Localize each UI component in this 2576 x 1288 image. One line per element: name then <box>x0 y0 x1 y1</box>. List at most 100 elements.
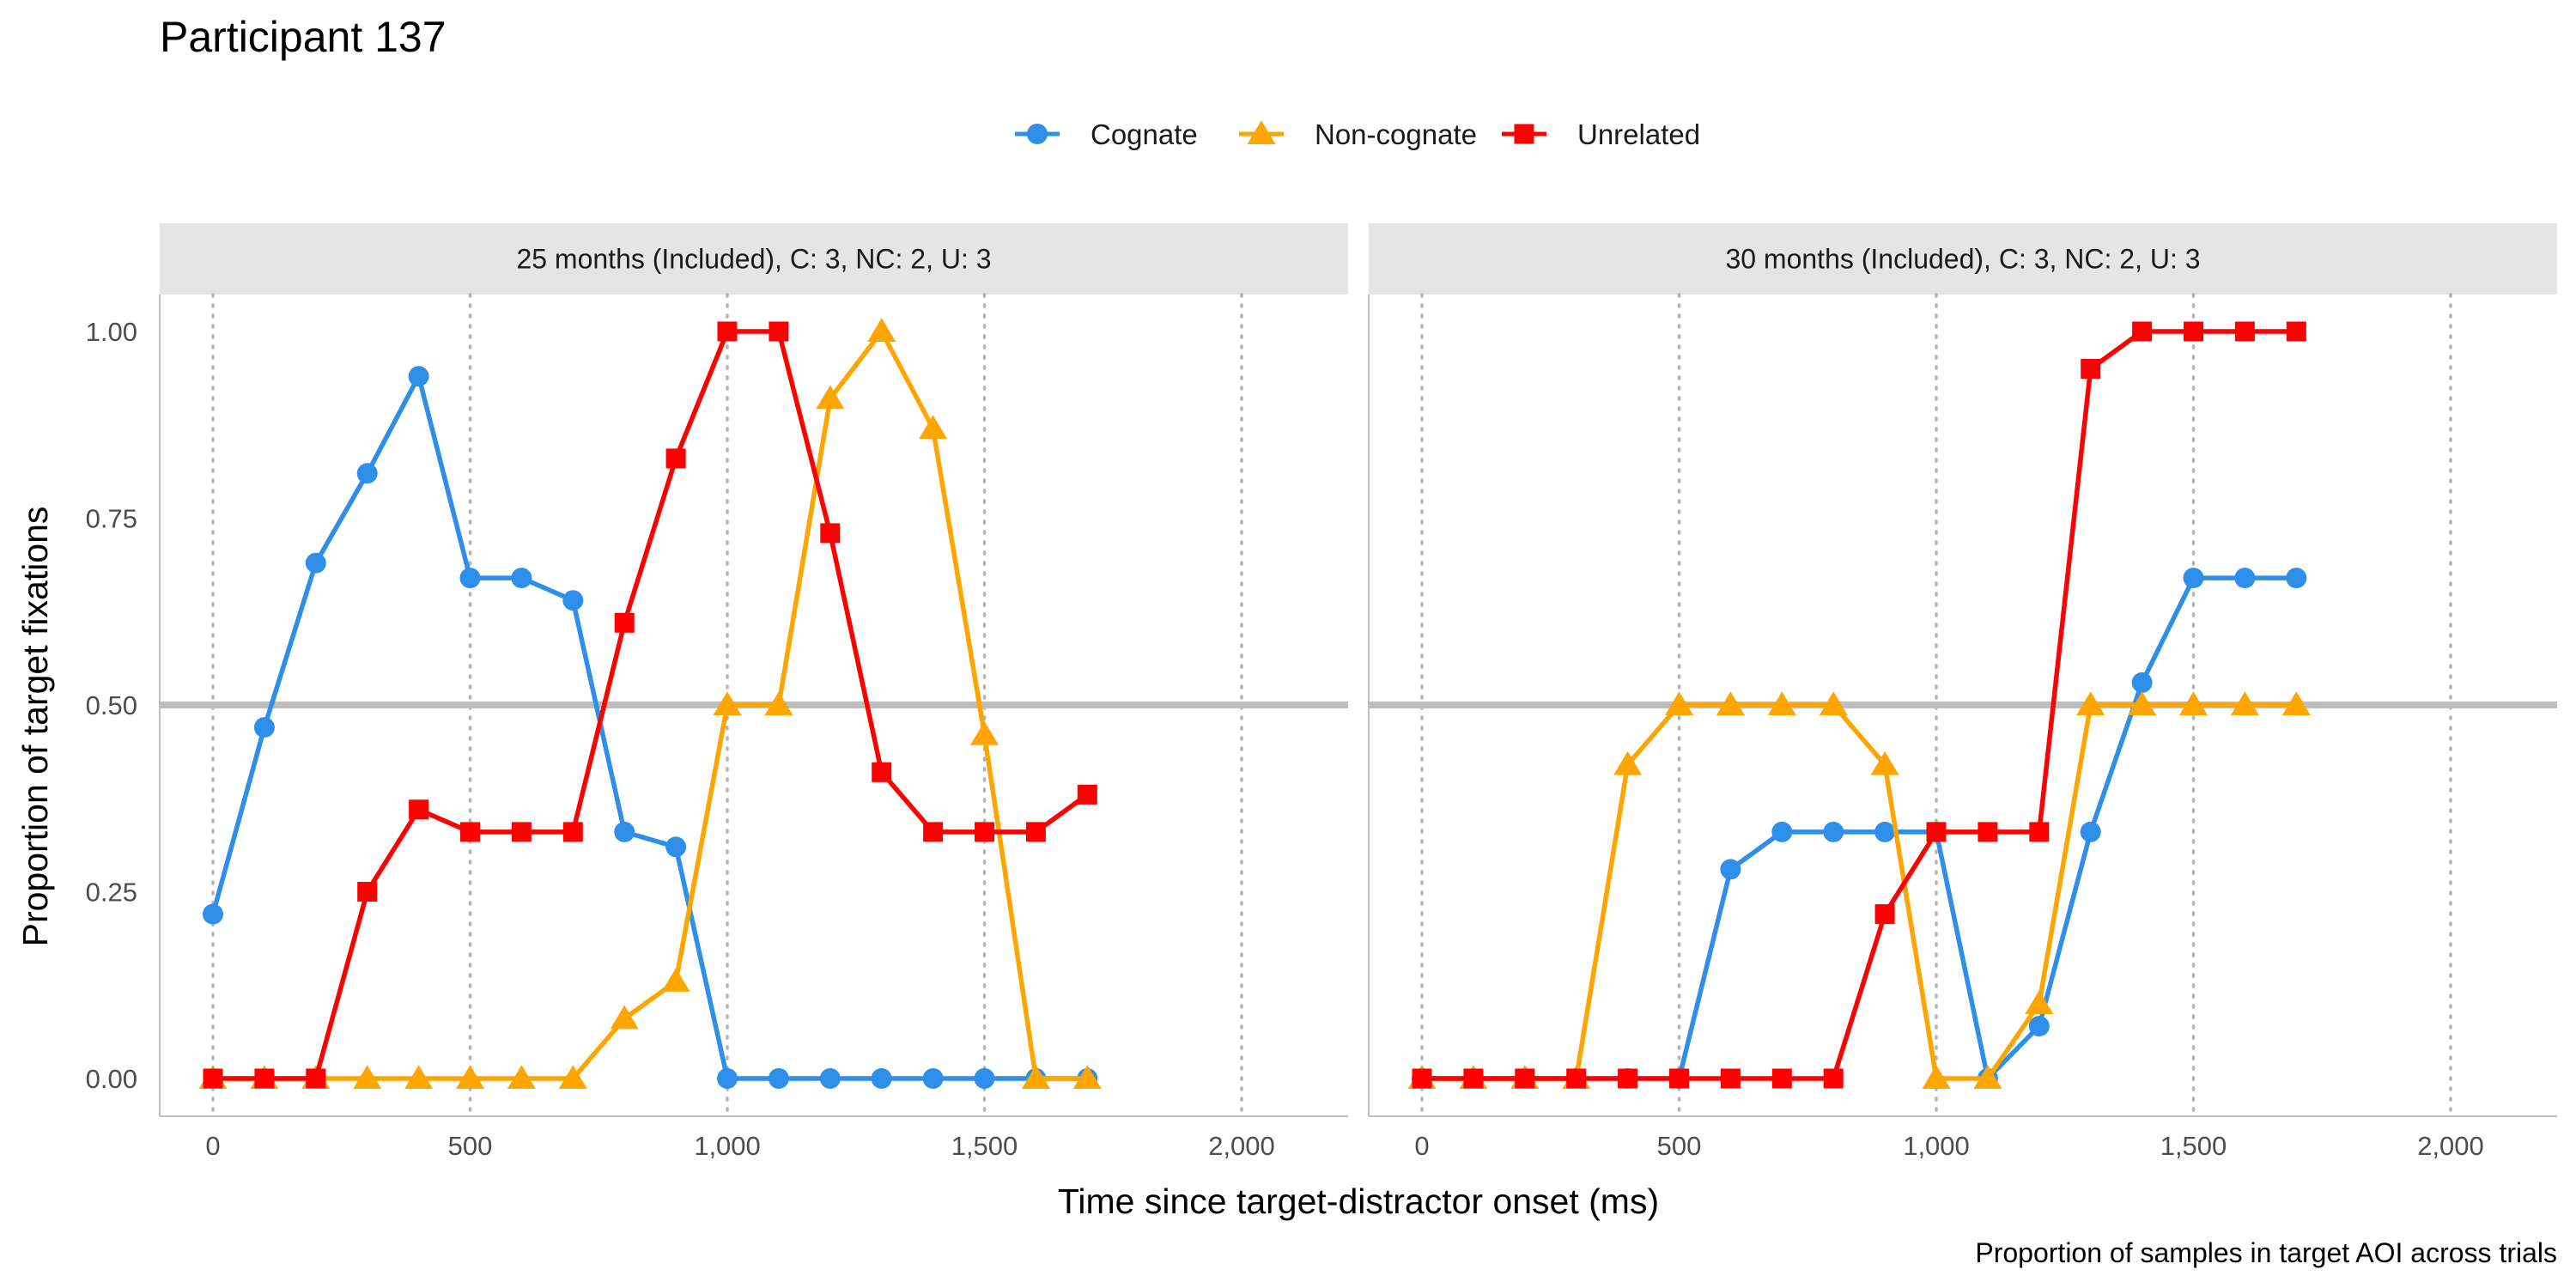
data-point <box>2234 321 2255 342</box>
data-point <box>562 822 583 842</box>
data-point <box>2179 691 2208 715</box>
data-point <box>1771 821 1793 842</box>
data-point <box>356 463 378 484</box>
data-point <box>919 415 948 440</box>
data-point <box>1613 750 1643 775</box>
data-point <box>1716 691 1745 715</box>
panel-1: 25 months (Included), C: 3, NC: 2, U: 3 0… <box>86 223 1348 1161</box>
legend-item-unrelated: Unrelated <box>1502 118 1700 150</box>
legend-label: Cognate <box>1091 118 1198 150</box>
data-point <box>306 1068 326 1089</box>
data-point <box>614 612 635 633</box>
y-axis-title: Proportion of target fixations <box>15 507 55 947</box>
data-point <box>353 1065 382 1089</box>
data-point <box>1870 750 1899 775</box>
series-unrelated <box>203 321 1097 1089</box>
x-tick-label: 500 <box>1657 1131 1702 1161</box>
panel-strip <box>1369 223 2557 295</box>
chart-caption: Proportion of samples in target AOI acro… <box>1975 1237 2557 1268</box>
data-point <box>459 568 481 589</box>
data-point <box>2128 691 2157 715</box>
data-point <box>717 321 738 342</box>
data-point <box>2025 990 2054 1014</box>
y-tick-label: 1.00 <box>86 317 137 347</box>
data-point <box>2281 691 2311 715</box>
data-point <box>922 1068 944 1089</box>
data-point <box>872 762 892 782</box>
data-point <box>511 822 532 842</box>
data-point <box>1978 822 1998 842</box>
data-point <box>2286 321 2306 342</box>
data-point <box>203 903 223 925</box>
x-tick-label: 0 <box>205 1131 220 1161</box>
data-point <box>2183 568 2204 589</box>
x-tick-label: 1,000 <box>1903 1131 1970 1161</box>
data-point <box>713 691 742 715</box>
data-point <box>408 366 429 387</box>
y-tick-label: 0.00 <box>86 1064 137 1094</box>
data-point <box>1926 822 1947 842</box>
data-point <box>253 717 275 738</box>
data-point <box>456 1065 484 1089</box>
data-point <box>1767 691 1796 715</box>
data-point <box>1021 1065 1050 1089</box>
data-point <box>2131 671 2153 693</box>
x-tick-label: 0 <box>1414 1131 1429 1161</box>
data-point <box>764 691 793 715</box>
data-point <box>1412 1068 1432 1089</box>
data-point <box>404 1065 434 1089</box>
data-point <box>2076 691 2105 715</box>
y-tick-label: 0.25 <box>86 878 137 908</box>
data-point <box>974 1068 995 1089</box>
data-point <box>2286 568 2307 589</box>
data-point <box>203 1068 223 1089</box>
data-point <box>2028 1016 2050 1037</box>
data-point <box>409 799 429 820</box>
data-point <box>970 721 999 745</box>
data-point <box>665 836 687 858</box>
x-tick-label: 1,000 <box>694 1131 761 1161</box>
data-point <box>1077 784 1097 805</box>
legend-item-cognate: Cognate <box>1015 118 1198 150</box>
data-point <box>820 523 841 544</box>
data-point <box>923 822 944 842</box>
data-point <box>665 448 686 469</box>
data-point <box>1819 691 1848 715</box>
series-cognate <box>1412 568 2307 1089</box>
data-point <box>610 1005 639 1030</box>
x-tick-label: 1,500 <box>2160 1131 2227 1161</box>
data-point <box>1072 1065 1102 1089</box>
legend-label: Non-cognate <box>1315 118 1477 150</box>
data-point <box>1823 821 1844 842</box>
data-point <box>1665 691 1693 715</box>
series-non-cognate <box>198 318 1102 1089</box>
data-point <box>1025 822 1046 842</box>
panel-strip <box>160 223 1348 295</box>
panel-2: 30 months (Included), C: 3, NC: 2, U: 3 0… <box>1368 223 2557 1161</box>
data-point <box>357 882 378 902</box>
data-point <box>305 552 326 574</box>
data-point <box>2234 568 2256 589</box>
data-point <box>1771 1068 1792 1089</box>
x-tick-label: 2,000 <box>2417 1131 2484 1161</box>
legend-key-marker <box>1514 124 1534 144</box>
data-point <box>558 1065 587 1089</box>
data-point <box>1669 1068 1689 1089</box>
data-point <box>2029 822 2050 842</box>
data-point <box>1566 1068 1587 1089</box>
data-point <box>717 1068 738 1089</box>
data-point <box>2230 691 2259 715</box>
series-non-cognate <box>1407 691 2311 1089</box>
data-point <box>2132 321 2153 342</box>
data-point <box>460 822 480 842</box>
x-tick-label: 2,000 <box>1208 1131 1275 1161</box>
panel-strip-label: 25 months (Included), C: 3, NC: 2, U: 3 <box>516 244 991 275</box>
data-point <box>1823 1068 1844 1089</box>
data-point <box>1874 821 1896 842</box>
data-point <box>816 385 845 410</box>
data-point <box>1720 1068 1741 1089</box>
data-point <box>614 821 635 842</box>
data-point <box>2080 821 2101 842</box>
